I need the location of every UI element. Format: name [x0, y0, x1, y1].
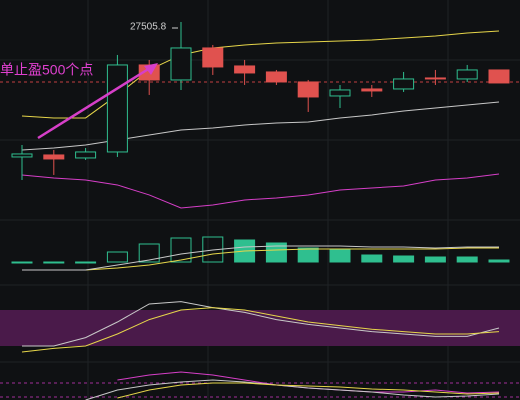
indicator-line [21, 101, 500, 151]
candle-body [488, 69, 510, 84]
histogram-bar [265, 242, 287, 263]
candle-body [75, 151, 97, 159]
indicator-line [22, 247, 499, 271]
histogram-bar [393, 255, 415, 263]
histogram-bar [43, 261, 65, 264]
candle-body [43, 154, 65, 160]
indicator-line [21, 307, 500, 353]
annotation-arrowhead [144, 63, 158, 75]
indicator-line [85, 379, 500, 400]
histogram-bar [424, 256, 446, 263]
indicator-line [117, 382, 500, 399]
candle-body [329, 89, 351, 97]
indicator-line [22, 301, 500, 347]
annotation: 单止盈500个点 [0, 62, 93, 78]
histogram-bar [170, 237, 192, 263]
candle-body [393, 78, 415, 90]
histogram-bar [297, 247, 319, 263]
high-label: 27505.8 [130, 22, 167, 33]
candle-body [11, 153, 33, 158]
indicator-line [21, 173, 500, 209]
candle-body [297, 81, 319, 98]
histogram-bar [11, 261, 33, 264]
histogram-bar [329, 249, 351, 263]
indicator-line [22, 245, 499, 271]
histogram-bar [456, 256, 478, 263]
candle-body [456, 69, 478, 80]
candle-body [234, 65, 256, 74]
histogram-bar [106, 251, 128, 263]
candle-body [424, 77, 446, 80]
annotation-arrow [37, 66, 151, 140]
candle-body [361, 88, 383, 92]
candle-body [106, 64, 128, 153]
histogram-bar [488, 259, 510, 263]
candle-body [265, 71, 287, 83]
histogram-bar [75, 261, 97, 264]
histogram-bar [361, 254, 383, 263]
candle-body [170, 47, 192, 81]
histogram-bar [138, 243, 160, 263]
candle-body [202, 47, 224, 68]
indicator-line [21, 30, 500, 119]
